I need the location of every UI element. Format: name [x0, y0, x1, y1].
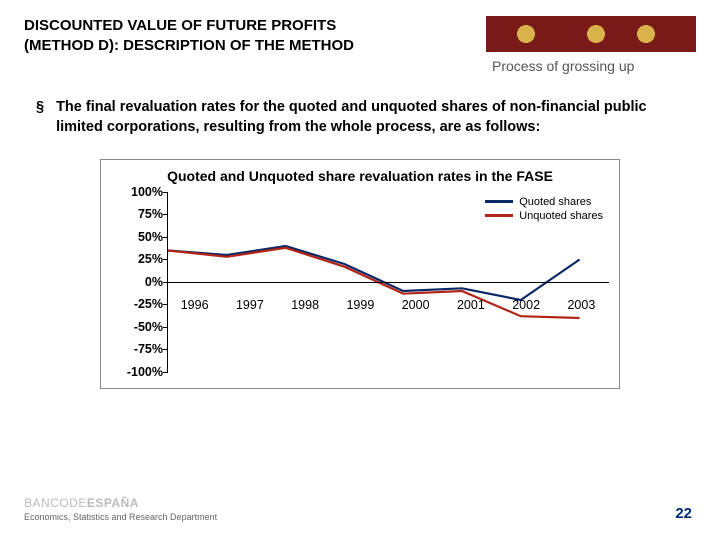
plot-area: Quoted sharesUnquoted shares — [167, 192, 609, 372]
page-number: 22 — [675, 505, 692, 522]
y-tick-label: 50% — [138, 230, 163, 244]
title-line-2: (METHOD D): DESCRIPTION OF THE METHOD — [24, 36, 354, 56]
body-text: The final revaluation rates for the quot… — [56, 98, 684, 137]
y-tick-label: 100% — [131, 185, 163, 199]
y-tick-label: -25% — [134, 297, 163, 311]
footer-department: Economics, Statistics and Research Depar… — [24, 512, 217, 522]
chart-title: Quoted and Unquoted share revaluation ra… — [111, 168, 609, 186]
y-tick-label: -100% — [127, 365, 163, 379]
euro-coins-banner — [486, 16, 696, 52]
bank-logo: BANCODEESPAÑA — [24, 496, 217, 510]
bullet-icon: § — [36, 98, 44, 118]
y-tick-label: -75% — [134, 342, 163, 356]
body-paragraph: § The final revaluation rates for the qu… — [0, 74, 720, 137]
title-line-1: DISCOUNTED VALUE OF FUTURE PROFITS — [24, 16, 354, 36]
subtitle: Process of grossing up — [486, 58, 696, 74]
series-line — [168, 246, 580, 300]
y-axis: 100%75%50%25%0%-25%-50%-75%-100% — [111, 192, 167, 372]
page-title: DISCOUNTED VALUE OF FUTURE PROFITS (METH… — [24, 16, 354, 55]
y-tick-label: 0% — [145, 275, 163, 289]
y-tick-label: -50% — [134, 320, 163, 334]
revaluation-chart: Quoted and Unquoted share revaluation ra… — [100, 159, 620, 389]
y-tick-label: 75% — [138, 207, 163, 221]
y-tick-label: 25% — [138, 252, 163, 266]
x-axis: 19961997199819992000200120022003 — [167, 296, 609, 298]
